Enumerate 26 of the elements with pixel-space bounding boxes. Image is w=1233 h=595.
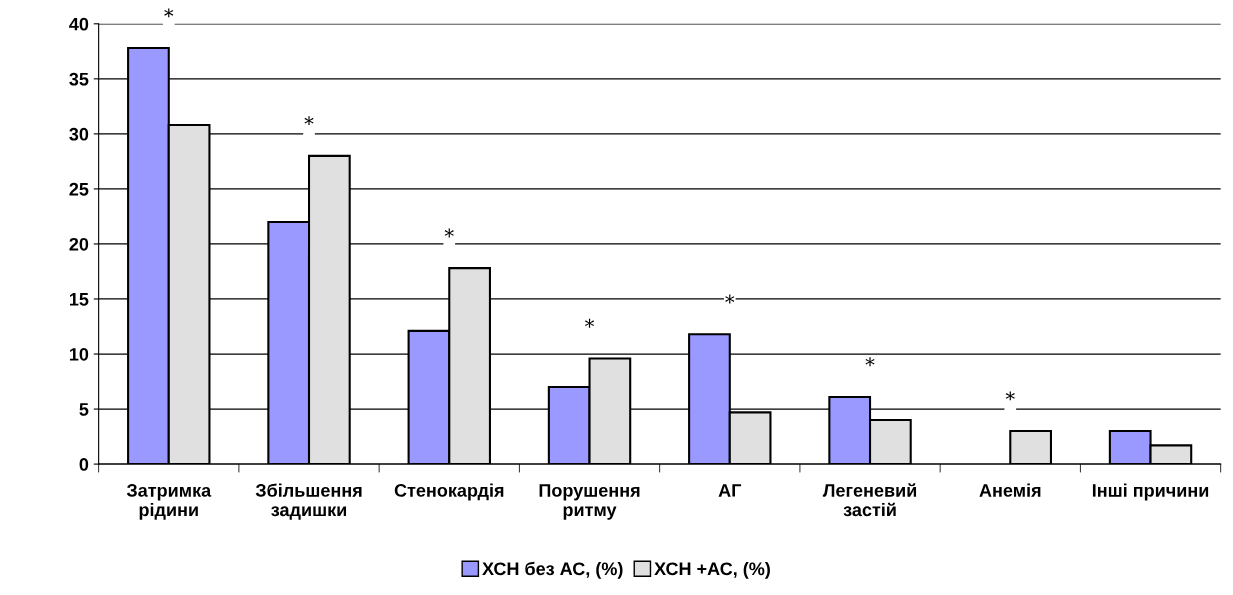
y-tick-label: 15	[69, 293, 89, 306]
annotation: *	[584, 318, 595, 328]
legend-label: ХСН +АС, (%)	[654, 561, 770, 579]
y-tick-label: 30	[69, 127, 89, 141]
annotation: *	[725, 294, 735, 304]
x-tick-label: Збільшення задишки	[255, 483, 362, 520]
x-tick-label: Стенокардія	[394, 483, 504, 501]
annotation: *	[444, 228, 454, 238]
y-tick-label: 5	[79, 403, 89, 416]
y-tick-label: 0	[79, 458, 89, 471]
x-tick-label: АГ	[718, 484, 742, 497]
y-tick-label: 40	[69, 17, 89, 31]
y-tick-label: 10	[69, 347, 89, 361]
x-tick-label: Порушення ритму	[539, 484, 640, 520]
text: *	[164, 8, 174, 18]
x-tick-label: Затримка рідини	[126, 484, 212, 520]
annotation: *	[1005, 391, 1015, 401]
y-tick-label: 35	[69, 72, 89, 86]
annotation: *	[865, 357, 875, 367]
legend-label: ХСН без АС, (%)	[482, 561, 623, 579]
y-tick-label: 20	[69, 237, 89, 251]
x-tick-label: Інші причини	[1092, 483, 1209, 501]
y-tick-label: 25	[69, 182, 89, 196]
annotation: *	[304, 116, 314, 126]
x-tick-label: Легеневий застій	[822, 483, 917, 517]
x-tick-label: Анемія	[979, 483, 1041, 497]
